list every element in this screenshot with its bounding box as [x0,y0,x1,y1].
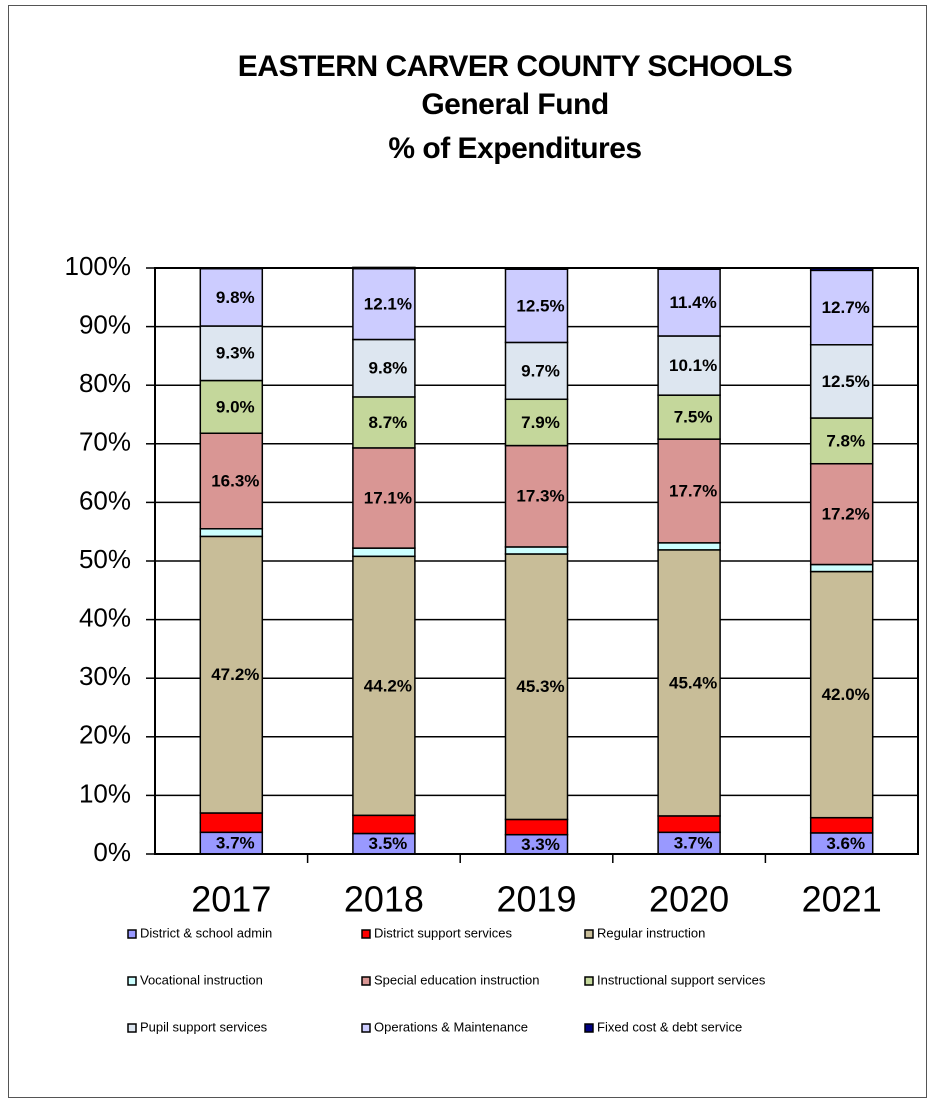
legend-label: District & school admin [140,925,272,940]
data-label: 10.1% [669,356,717,375]
y-tick-label: 80% [79,368,131,398]
legend-label: Fixed cost & debt service [597,1019,742,1034]
bar-segment [199,535,264,814]
bar-segment [352,547,416,558]
legend-label: District support services [374,925,512,940]
legend-swatch [361,976,371,986]
legend-swatch [127,929,137,939]
data-label: 9.8% [369,359,408,378]
legend-label: Regular instruction [597,925,705,940]
bar-segment [657,542,721,551]
bar-segment [504,444,569,548]
legend-label: Instructional support services [597,972,766,987]
y-tick-label: 90% [79,309,131,339]
data-label: 3.7% [216,834,255,853]
bar-segment [809,816,874,834]
x-tick-label: 2019 [496,879,576,920]
x-tick-label: 2020 [649,879,729,920]
bar-segment [199,528,264,538]
y-tick-label: 100% [65,251,132,281]
y-tick-label: 10% [79,778,131,808]
x-tick-label: 2017 [191,879,271,920]
legend-label: Pupil support services [140,1019,268,1034]
data-label: 45.4% [669,673,717,692]
y-tick-label: 0% [93,837,131,867]
y-tick-label: 50% [79,544,131,574]
y-tick-label: 70% [79,427,131,457]
data-label: 12.7% [822,298,870,317]
bar-segment [504,818,569,836]
bar-segment [809,462,874,566]
data-label: 16.3% [211,471,259,490]
bar-segment [504,268,569,344]
legend-label: Special education instruction [374,972,540,987]
data-label: 9.7% [521,361,560,380]
data-label: 45.3% [516,677,564,696]
data-label: 3.7% [674,834,713,853]
data-label: 17.7% [669,481,717,500]
chart-title: General Fund [421,88,608,121]
legend-swatch [127,1023,137,1033]
bar-segment [809,269,874,346]
chart-title: % of Expenditures [388,132,641,165]
data-label: 44.2% [364,676,412,695]
data-label: 12.5% [822,372,870,391]
bar-segment [809,563,874,573]
data-label: 7.8% [826,431,865,450]
bar-segment [504,341,569,401]
data-label: 11.4% [669,293,716,312]
data-label: 42.0% [822,685,870,704]
bar-segment [199,325,264,382]
bar-segment [657,335,721,396]
data-label: 17.2% [822,505,870,524]
bar-segment [504,398,569,447]
data-label: 17.1% [364,488,412,507]
bar-segment [352,267,416,341]
bar-segment [809,570,874,819]
bar-segment [809,417,874,465]
data-label: 47.2% [211,665,259,684]
x-tick-label: 2021 [802,879,882,920]
legend-swatch [127,976,137,986]
data-label: 9.8% [216,288,255,307]
data-label: 7.9% [521,413,560,432]
data-label: 12.1% [364,295,412,314]
bar-segment [504,546,569,555]
legend-label: Operations & Maintenance [374,1019,528,1034]
y-tick-label: 30% [79,661,131,691]
data-label: 7.5% [674,408,713,427]
bar-segment [657,394,721,440]
bar-segment [352,814,416,835]
legend-label: Vocational instruction [140,972,263,987]
plot-frame [154,267,919,855]
legend-swatch [584,976,594,986]
bar-segment [504,553,569,821]
y-tick-label: 60% [79,485,131,515]
chart-title: EASTERN CARVER COUNTY SCHOOLS [238,50,792,83]
data-label: 17.3% [516,487,564,506]
legend-swatch [584,1023,594,1033]
bar-segment [352,447,416,549]
data-label: 3.5% [369,834,408,853]
bar-segment [199,432,264,530]
data-label: 9.3% [216,344,255,363]
data-label: 8.7% [369,413,408,432]
data-label: 12.5% [516,296,564,315]
bar-segment [657,549,721,817]
bar-segment [657,815,721,834]
x-tick-label: 2018 [344,879,424,920]
legend-swatch [361,1023,371,1033]
y-tick-label: 20% [79,720,131,750]
bar-segment [199,812,264,834]
legend-swatch [584,929,594,939]
y-tick-label: 40% [79,602,131,632]
bar-segment [352,338,416,398]
bar-segment [352,555,416,817]
data-label: 3.3% [521,835,560,854]
data-label: 3.6% [826,834,865,853]
legend-swatch [361,929,371,939]
data-label: 9.0% [216,397,255,416]
